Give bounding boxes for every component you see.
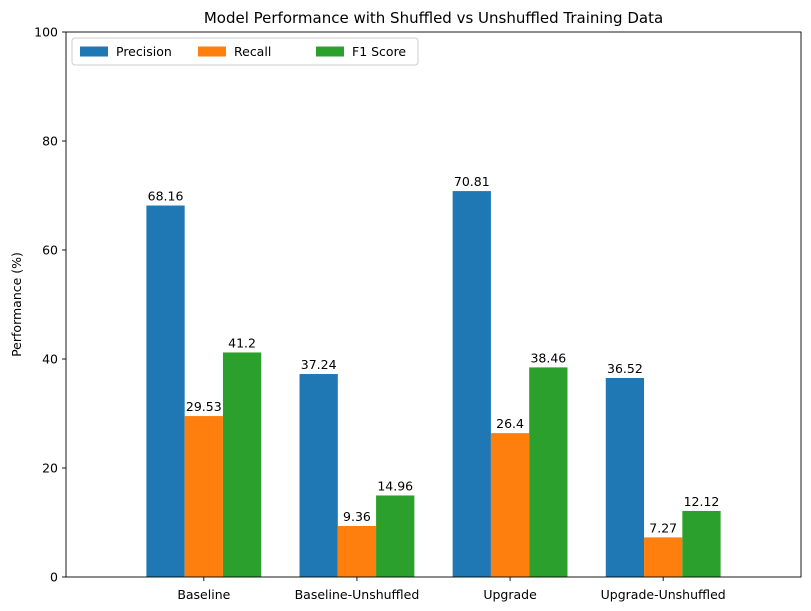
bar-precision-0 — [146, 205, 185, 577]
legend-label: Precision — [116, 44, 172, 59]
data-label: 70.81 — [454, 174, 490, 189]
x-tick-label: Upgrade — [483, 587, 537, 602]
legend-box — [71, 37, 419, 66]
bar-f1-score-1 — [376, 495, 415, 577]
bar-precision-1 — [299, 374, 338, 577]
data-label: 29.53 — [186, 399, 222, 414]
legend-swatch-precision — [80, 46, 108, 57]
y-tick-label: 40 — [42, 352, 58, 367]
legend: Precision Recall F1 Score — [71, 37, 419, 66]
bar-precision-3 — [605, 377, 645, 577]
data-label: 68.16 — [148, 189, 184, 204]
y-tick-label: 0 — [50, 570, 58, 585]
data-label: 14.96 — [377, 478, 413, 493]
bar-recall-0 — [184, 416, 223, 577]
data-label: 37.24 — [301, 357, 337, 372]
data-label: 26.4 — [496, 416, 524, 431]
data-label: 12.12 — [684, 494, 720, 509]
data-label: 38.46 — [530, 350, 566, 365]
y-tick-label: 60 — [42, 243, 58, 258]
bar-precision-2 — [452, 191, 491, 577]
bar-recall-2 — [490, 433, 530, 577]
y-tick-label: 20 — [42, 461, 58, 476]
data-label: 9.36 — [343, 509, 371, 524]
legend-label: Recall — [234, 44, 271, 59]
plot-area: 68.16 37.24 70.81 36.52 29.53 9.36 26.4 7.27 41.… — [34, 25, 802, 602]
legend-label: F1 Score — [352, 44, 406, 59]
data-label: 36.52 — [607, 361, 643, 376]
data-label: 41.2 — [228, 335, 256, 350]
plot-frame — [65, 31, 802, 578]
bar-recall-3 — [644, 537, 683, 577]
bar-f1-score-0 — [222, 352, 262, 577]
x-tick-label: Baseline-Unshuffled — [295, 587, 420, 602]
legend-swatch-recall — [198, 46, 226, 57]
bar-recall-1 — [337, 525, 377, 577]
x-tick-label: Baseline — [177, 587, 230, 602]
legend-swatch-f1-score — [316, 46, 344, 57]
x-tick-label: Upgrade-Unshuffled — [601, 587, 726, 602]
bar-f1-score-3 — [682, 510, 721, 577]
y-tick-label: 80 — [42, 134, 58, 149]
bar-f1-score-2 — [529, 367, 568, 577]
y-axis-title: Performance (%) — [9, 252, 24, 357]
chart-title: Model Performance with Shuffled vs Unshu… — [204, 9, 663, 27]
y-tick-label: 100 — [34, 25, 58, 40]
data-label: 7.27 — [649, 520, 677, 535]
